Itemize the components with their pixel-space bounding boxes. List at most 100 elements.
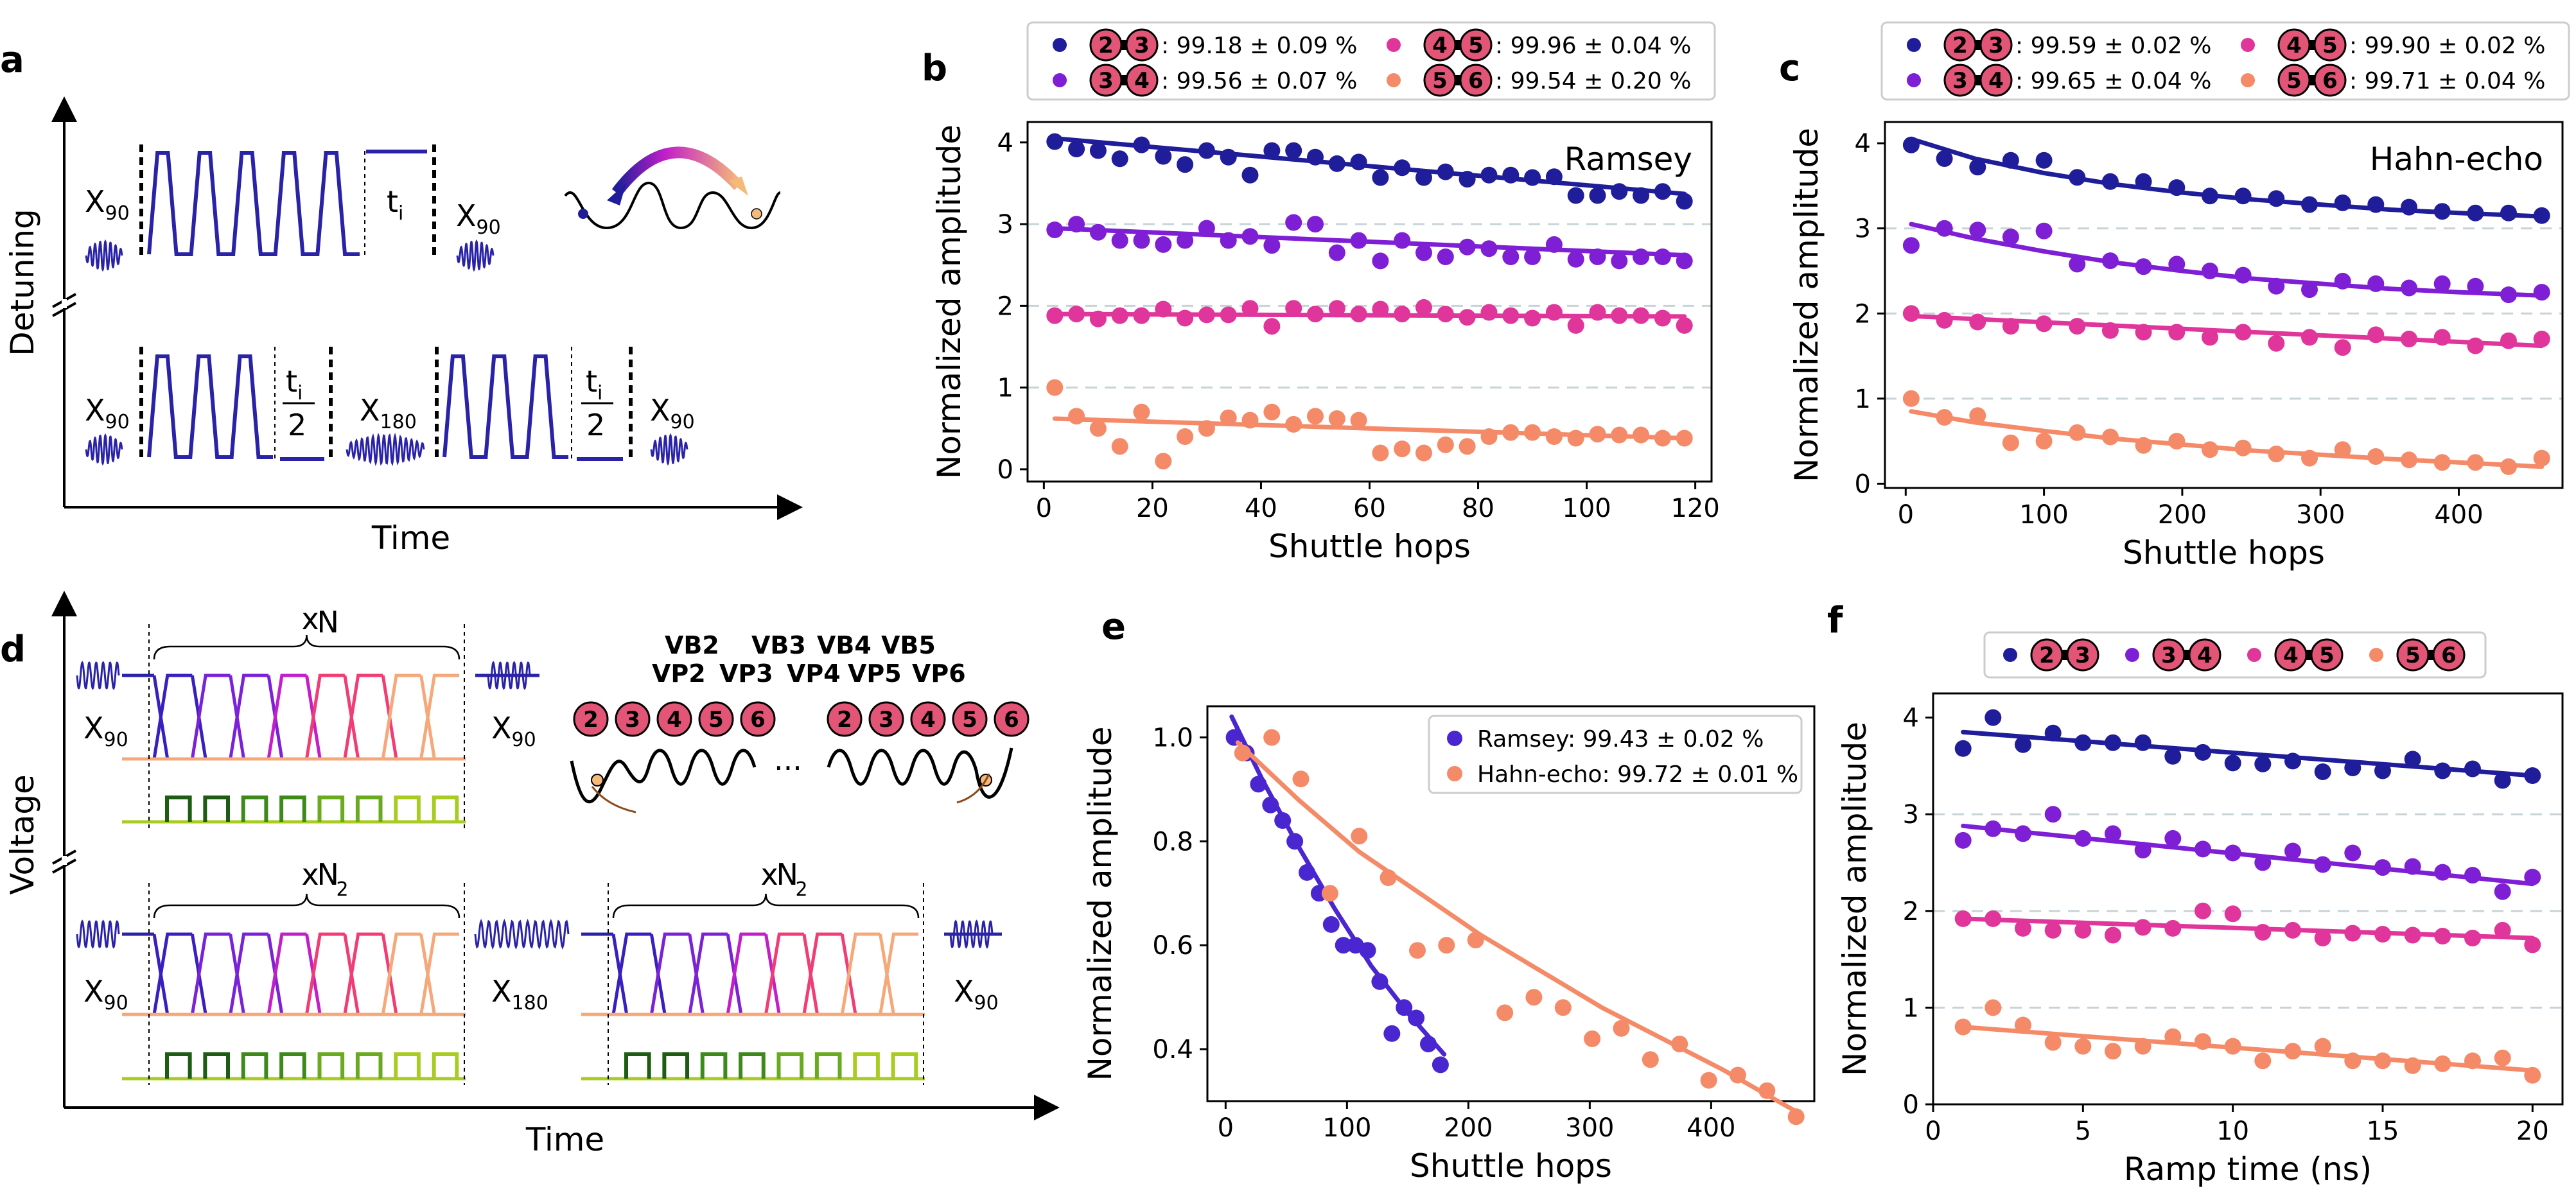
vp-ramp-up xyxy=(229,932,269,1015)
vb-square-pulse xyxy=(355,796,383,822)
data-point-3-4 xyxy=(1089,223,1107,241)
y-tick-label: 4 xyxy=(1855,129,1871,159)
data-point-2-3 xyxy=(1954,740,1972,757)
shuttle-trapezoid-waveform xyxy=(147,354,273,459)
data-point-2-3 xyxy=(1545,168,1563,186)
quantum-dot-icon xyxy=(868,701,904,737)
vb-square-pulse xyxy=(700,1052,728,1079)
times-symbol: x xyxy=(302,857,319,892)
data-point-4-5 xyxy=(1985,910,2002,927)
chart-e: 0 100 200 300 400 0.4 0.6 0.8 1.0 Shuttle hops Nor… xyxy=(1082,606,1816,1185)
data-point-2-3 xyxy=(1633,187,1650,204)
vb4-label: VB4 xyxy=(817,631,872,659)
vb2-label: VB2 xyxy=(665,631,719,659)
vb-square-pulse xyxy=(165,796,192,822)
panel-label: e xyxy=(1101,606,1126,648)
legend-value: Hahn-echo: 99.72 ± 0.01 % xyxy=(1477,761,1798,788)
data-point-2-3 xyxy=(1611,183,1628,200)
quantum-dot-label: 2 xyxy=(2039,643,2055,668)
vp-ramp-up xyxy=(879,932,918,1015)
microwave-pulse-icon xyxy=(76,919,120,949)
quantum-dot-label: 6 xyxy=(2322,68,2338,94)
data-point-3-4 xyxy=(1263,237,1281,254)
data-point-hahn-echo xyxy=(1584,1030,1601,1047)
data-point-hahn-echo xyxy=(1321,885,1338,902)
x90-label: X90 xyxy=(85,393,130,433)
vb-square-pulse xyxy=(432,796,459,822)
data-point-4-5 xyxy=(1633,307,1650,324)
quantum-dot-icon xyxy=(1423,28,1457,62)
microwave-pulse-icon xyxy=(949,919,994,949)
data-point-2-3 xyxy=(1285,142,1302,159)
data-point-ramsey xyxy=(1274,812,1292,829)
data-point-3-4 xyxy=(2135,258,2152,275)
data-point-4-5 xyxy=(2105,926,2121,944)
y-axis-label: Normalized amplitude xyxy=(1082,726,1119,1081)
data-point-2-3 xyxy=(2334,194,2351,211)
data-point-4-5 xyxy=(2500,332,2517,349)
x-tick-label: 0 xyxy=(1898,500,1914,530)
x180-label: X180 xyxy=(360,393,417,433)
data-point-3-4 xyxy=(1567,250,1584,268)
data-point-2-3 xyxy=(2002,152,2019,169)
data-point-ramsey xyxy=(1250,776,1267,793)
data-point-5-6 xyxy=(2434,1055,2451,1072)
quantum-dot-icon xyxy=(573,701,609,737)
data-point-4-5 xyxy=(2202,329,2218,346)
quantum-dot-label: 6 xyxy=(750,707,766,733)
data-point-4-5 xyxy=(1480,304,1498,321)
panel-a-pulse-diagram: a Detuning Time X90 ti X90 X90 xyxy=(0,39,803,557)
plot-frame xyxy=(1932,692,2564,1106)
data-point-3-4 xyxy=(1177,232,1194,249)
data-point-5-6 xyxy=(1524,424,1541,441)
shuttle-potential-icon: ··· xyxy=(570,747,1013,813)
data-point-3-4 xyxy=(1969,222,1986,239)
vb-square-pulse xyxy=(317,796,345,822)
vb-square-pulse xyxy=(814,1052,842,1079)
data-point-5-6 xyxy=(1633,426,1650,444)
x-axis-label: Shuttle hops xyxy=(1268,528,1471,565)
data-point-5-6 xyxy=(2135,437,2152,454)
x90-label: X90 xyxy=(456,198,501,239)
vb-square-pulse xyxy=(891,1052,918,1079)
ti-half-label: ti xyxy=(586,364,602,404)
data-point-5-6 xyxy=(2268,446,2285,462)
data-point-3-4 xyxy=(1133,232,1150,249)
data-point-2-3 xyxy=(2301,196,2318,213)
data-point-3-4 xyxy=(1155,236,1172,253)
vp4-label: VP4 xyxy=(787,659,841,688)
data-point-3-4 xyxy=(2002,229,2019,245)
quantum-dot-icon xyxy=(1979,64,2013,97)
vp-ramp-up xyxy=(267,932,307,1015)
quantum-dot-icon xyxy=(2188,638,2221,672)
data-point-5-6 xyxy=(1654,430,1671,447)
data-point-4-5 xyxy=(1954,910,1972,927)
data-point-2-3 xyxy=(1220,148,1237,166)
data-point-3-4 xyxy=(1902,237,1920,254)
data-point-4-5 xyxy=(1198,306,1215,324)
data-point-3-4 xyxy=(1459,238,1476,256)
quantum-dot-icon xyxy=(1125,64,1159,97)
data-point-hahn-echo xyxy=(1642,1051,1659,1068)
legend-value: : 99.18 ± 0.09 % xyxy=(1161,33,1358,59)
vp-ramp-up xyxy=(649,932,690,1015)
data-point-5-6 xyxy=(1350,412,1367,429)
x-tick-label: 20 xyxy=(2516,1117,2549,1146)
data-point-4-5 xyxy=(1220,306,1237,324)
y-tick-label: 0.6 xyxy=(1152,931,1193,961)
data-point-2-3 xyxy=(2404,751,2421,768)
data-point-4-5 xyxy=(2168,324,2186,341)
data-point-4-5 xyxy=(1263,318,1281,335)
data-point-5-6 xyxy=(1198,420,1215,437)
data-point-hahn-echo xyxy=(1438,937,1455,954)
data-point-4-5 xyxy=(2224,905,2241,923)
panel-label-a: a xyxy=(0,39,24,81)
data-point-2-3 xyxy=(1155,148,1172,165)
panel-d-voltage-diagram: d Voltage Time X90xNX90X90xN2X180xN2X90 … xyxy=(0,591,1060,1158)
data-point-2-3 xyxy=(2069,169,2086,186)
quantum-dot-icon xyxy=(2432,638,2466,672)
fit-line-3-4 xyxy=(1052,226,1687,257)
ti-label: ti xyxy=(387,184,403,225)
panel-label: c xyxy=(1779,48,1800,89)
